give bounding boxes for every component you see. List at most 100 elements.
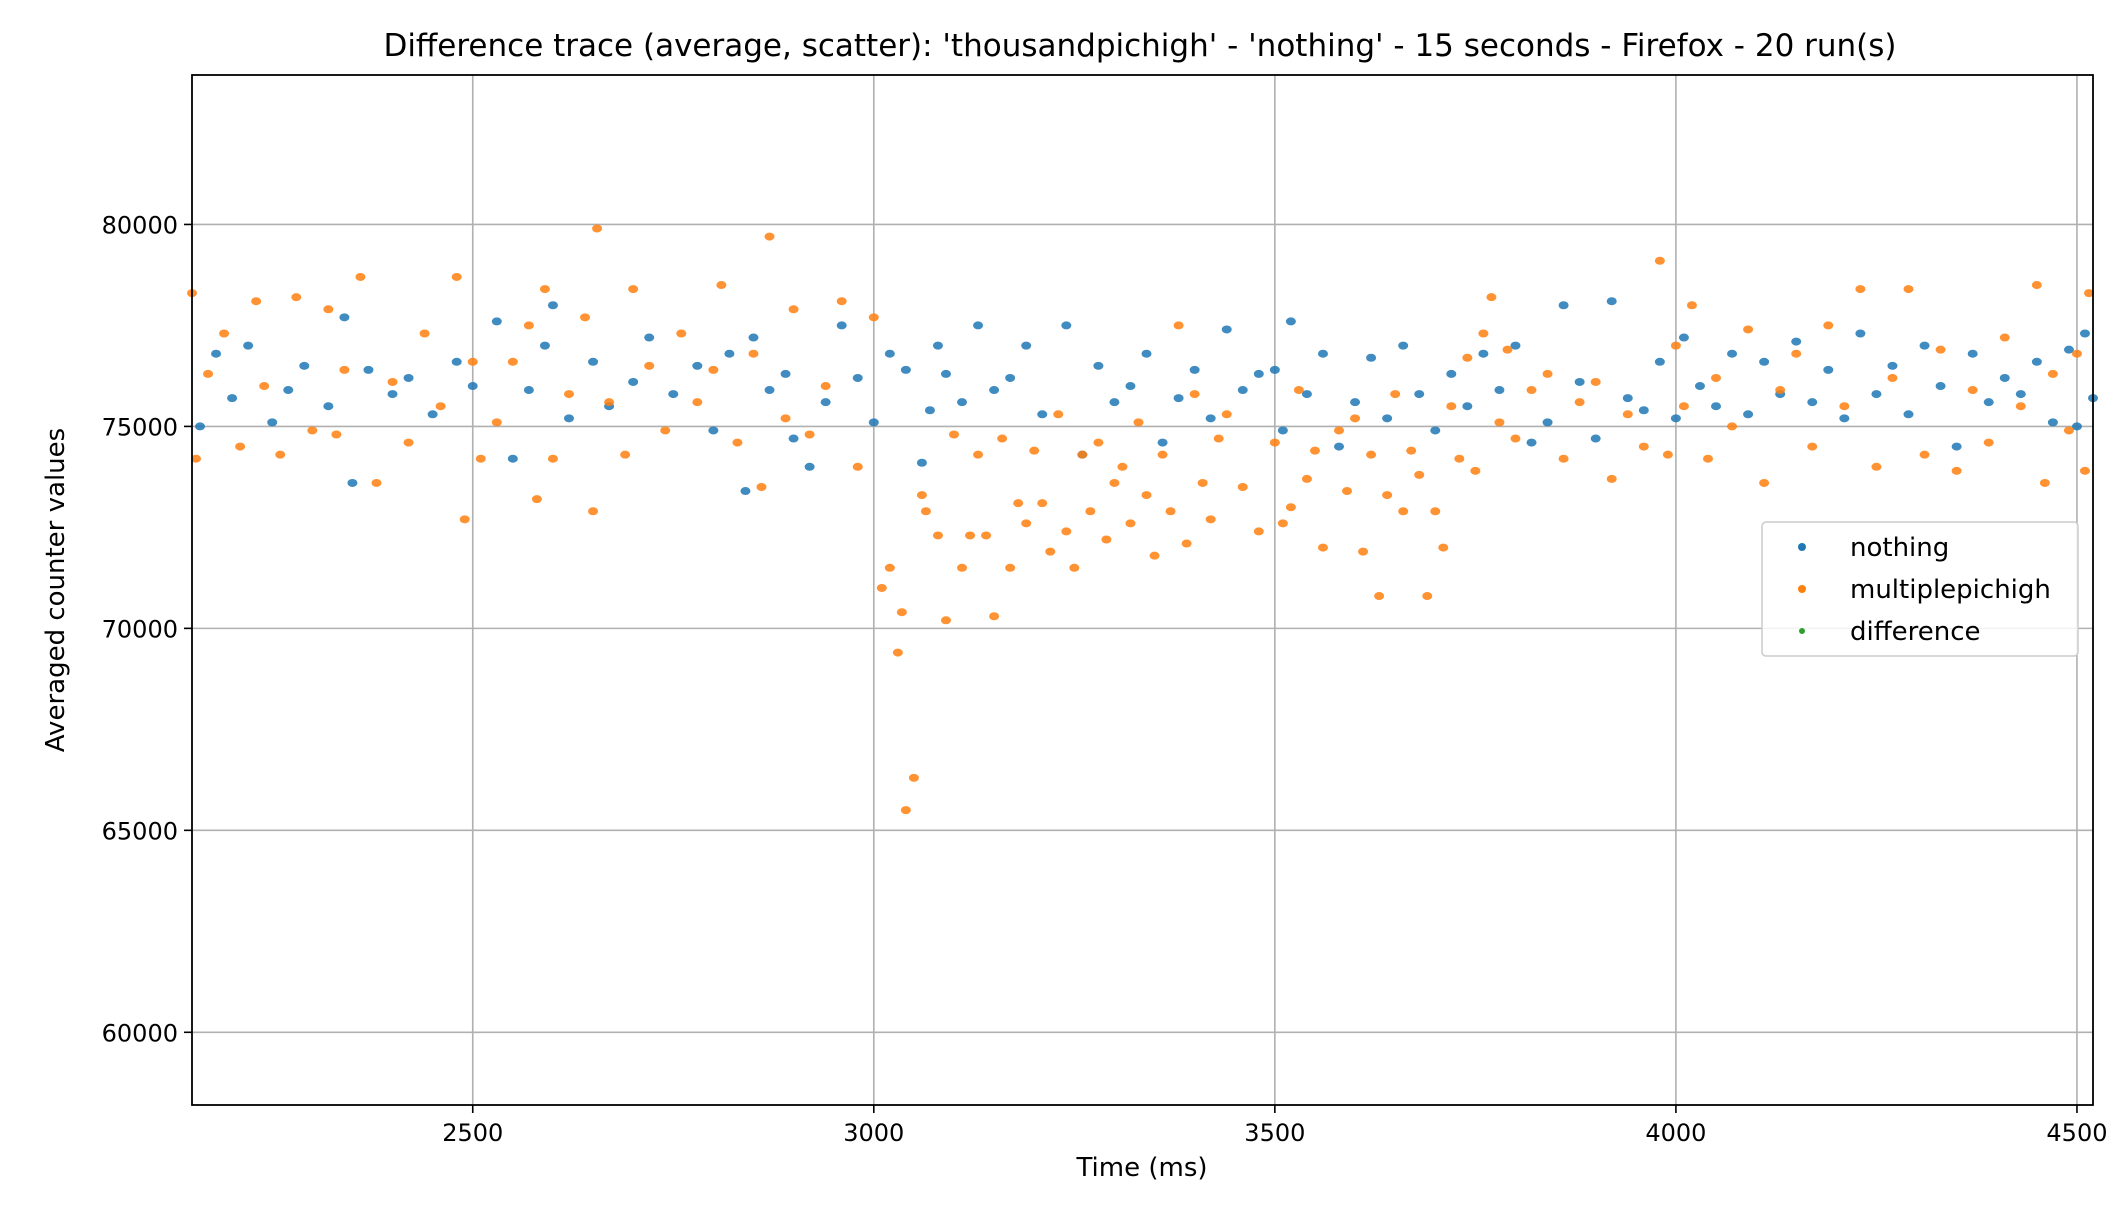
point-multiplepichigh <box>1887 373 1898 382</box>
point-multiplepichigh <box>403 438 414 447</box>
point-multiplepichigh <box>957 563 968 572</box>
point-nothing <box>1301 390 1312 399</box>
y-tick-label: 70000 <box>102 615 178 643</box>
point-multiplepichigh <box>1967 386 1978 395</box>
x-axis-label: Time (ms) <box>1075 1153 1207 1183</box>
legend-marker-difference <box>1799 628 1805 634</box>
point-multiplepichigh <box>2079 466 2090 475</box>
point-multiplepichigh <box>588 507 599 516</box>
point-nothing <box>1654 357 1665 366</box>
point-multiplepichigh <box>716 281 727 290</box>
point-multiplepichigh <box>1069 563 1080 572</box>
point-multiplepichigh <box>916 491 927 500</box>
point-multiplepichigh <box>1486 293 1497 302</box>
point-multiplepichigh <box>2063 426 2074 435</box>
point-multiplepichigh <box>1871 462 1882 471</box>
point-multiplepichigh <box>1414 470 1425 479</box>
point-nothing <box>1951 442 1962 451</box>
point-multiplepichigh <box>580 313 591 322</box>
point-multiplepichigh <box>1711 373 1722 382</box>
legend: nothing multiplepichigh difference <box>1761 521 2079 657</box>
point-nothing <box>1269 365 1280 374</box>
point-multiplepichigh <box>1919 450 1930 459</box>
point-multiplepichigh <box>1670 341 1681 350</box>
plot-area-frame <box>191 74 2094 1106</box>
point-multiplepichigh <box>932 531 943 540</box>
point-nothing <box>804 462 815 471</box>
point-multiplepichigh <box>323 305 334 314</box>
point-multiplepichigh <box>1390 390 1401 399</box>
legend-marker-nothing <box>1798 543 1806 551</box>
point-multiplepichigh <box>1181 539 1192 548</box>
point-multiplepichigh <box>451 272 462 281</box>
point-nothing <box>1382 414 1393 423</box>
point-multiplepichigh <box>1430 507 1441 516</box>
point-multiplepichigh <box>1285 503 1296 512</box>
point-multiplepichigh <box>291 293 302 302</box>
point-nothing <box>1711 402 1722 411</box>
point-multiplepichigh <box>1398 507 1409 516</box>
point-multiplepichigh <box>1662 450 1673 459</box>
point-multiplepichigh <box>1935 345 1946 354</box>
point-multiplepichigh <box>1438 543 1449 552</box>
point-multiplepichigh <box>1903 285 1914 294</box>
point-multiplepichigh <box>1077 450 1088 459</box>
point-multiplepichigh <box>628 285 639 294</box>
point-multiplepichigh <box>1702 454 1713 463</box>
point-nothing <box>1670 414 1681 423</box>
point-multiplepichigh <box>1494 418 1505 427</box>
point-multiplepichigh <box>692 398 703 407</box>
point-nothing <box>1510 341 1521 350</box>
point-multiplepichigh <box>1807 442 1818 451</box>
point-multiplepichigh <box>884 563 895 572</box>
point-nothing <box>1791 337 1802 346</box>
point-multiplepichigh <box>1237 483 1248 491</box>
point-multiplepichigh <box>836 297 847 306</box>
axis-ticks: 2500 3000 3500 4000 4500 60000 65000 70000 75000… <box>102 211 2108 1147</box>
point-multiplepichigh <box>989 612 1000 621</box>
point-nothing <box>347 478 358 487</box>
point-multiplepichigh <box>852 462 863 471</box>
point-nothing <box>363 365 374 374</box>
point-multiplepichigh <box>539 285 550 294</box>
point-multiplepichigh <box>235 442 246 451</box>
point-multiplepichigh <box>331 430 342 439</box>
point-multiplepichigh <box>732 438 743 447</box>
x-tick-label: 4000 <box>1645 1119 1706 1147</box>
point-multiplepichigh <box>307 426 318 435</box>
point-nothing <box>2015 390 2026 399</box>
point-nothing <box>916 458 927 467</box>
point-multiplepichigh <box>981 531 992 540</box>
point-multiplepichigh <box>1638 442 1649 451</box>
point-nothing <box>467 382 478 391</box>
legend-box <box>1761 521 2079 657</box>
point-nothing <box>740 487 751 496</box>
point-nothing <box>1542 418 1553 427</box>
point-multiplepichigh <box>1061 527 1072 536</box>
point-nothing <box>644 333 655 342</box>
point-multiplepichigh <box>1269 438 1280 447</box>
point-multiplepichigh <box>1382 491 1393 500</box>
point-nothing <box>211 349 222 358</box>
point-nothing <box>1478 349 1489 358</box>
point-nothing <box>1221 325 1232 334</box>
point-nothing <box>1574 377 1585 386</box>
point-multiplepichigh <box>1045 547 1056 556</box>
point-nothing <box>1061 321 1072 330</box>
point-nothing <box>267 418 278 427</box>
point-nothing <box>539 341 550 350</box>
point-nothing <box>1935 382 1946 391</box>
point-multiplepichigh <box>1141 491 1152 500</box>
point-multiplepichigh <box>1606 474 1617 483</box>
point-multiplepichigh <box>1462 353 1473 362</box>
point-multiplepichigh <box>1342 487 1353 496</box>
point-nothing <box>387 390 398 399</box>
point-nothing <box>820 398 831 407</box>
point-multiplepichigh <box>1101 535 1112 544</box>
point-nothing <box>1903 410 1914 419</box>
point-nothing <box>780 369 791 378</box>
point-multiplepichigh <box>1526 386 1537 395</box>
point-nothing <box>1462 402 1473 411</box>
point-multiplepichigh <box>1855 285 1866 294</box>
